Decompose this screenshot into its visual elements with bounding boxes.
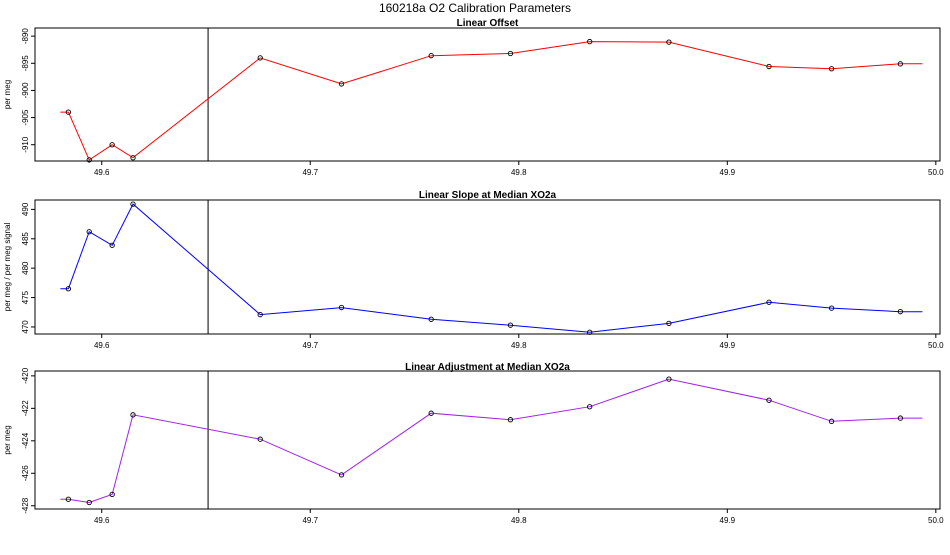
panel-2-data-point	[338, 304, 345, 311]
panel-2-data-point	[130, 201, 136, 207]
panel-3-data-point	[338, 472, 345, 478]
panel-1-ylabel: per meg	[3, 80, 12, 109]
panel-2-y-tick-label: 490	[21, 202, 30, 216]
panel-3-data-point	[507, 417, 514, 423]
panel-2-data-point	[507, 322, 514, 328]
panel-3-data-point	[130, 412, 136, 418]
panel-3-x-tick-label: 49.6	[94, 516, 110, 525]
panel-2-ylabel: per meg / per meg signal	[3, 223, 12, 312]
panel-2-y-tick-label: 470	[21, 320, 30, 334]
panel-3-data-point	[65, 496, 72, 502]
panel-2-data-point	[257, 311, 263, 318]
panel-1-data-point	[86, 157, 92, 163]
panel-2-data-point	[109, 242, 115, 248]
panel-3-y-tick-label: -428	[21, 497, 30, 514]
panel-3-x-tick-label: 49.8	[511, 516, 527, 525]
panel-1-x-tick-label: 49.6	[94, 168, 110, 177]
panel-2-frame	[34, 199, 941, 335]
panel-2-data-point	[428, 316, 434, 322]
panel-1-data-point	[338, 81, 345, 87]
panel-3-title: Linear Adjustment at Median XO2a	[405, 362, 570, 373]
panel-1-y-tick-label: -905	[21, 109, 30, 126]
panel-2-data-point	[666, 320, 672, 327]
panel-1-data-point	[587, 38, 593, 45]
panel-2-data-point	[86, 229, 92, 235]
panel-3-data-point	[257, 436, 263, 442]
panel-1-y-tick-label: -890	[21, 28, 30, 45]
panel-3-x-tick-label: 50.0	[928, 516, 944, 525]
panel-3-x-tick-label: 49.7	[302, 516, 318, 525]
panel-3-y-tick-label: -424	[21, 432, 30, 449]
panel-2-x-tick-label: 49.7	[302, 341, 318, 350]
panel-3-data-point	[897, 415, 904, 421]
panel-2-x-tick-label: 49.6	[94, 341, 110, 350]
panel-2-y-tick-label: 475	[21, 290, 30, 304]
panel-1-y-tick-label: -910	[21, 136, 30, 153]
panel-3-y-tick-label: -420	[21, 367, 30, 384]
panel-2-x-tick-label: 49.8	[511, 341, 527, 350]
panel-1-data-point	[828, 66, 835, 72]
panel-1-data-point	[428, 53, 434, 59]
panel-3-y-tick-label: -422	[21, 400, 30, 417]
panel-3-y-tick-label: -426	[21, 465, 30, 482]
panel-3-data-point	[109, 491, 115, 498]
panel-1-x-tick-label: 50.0	[928, 168, 944, 177]
panel-2-title: Linear Slope at Median XO2a	[419, 190, 557, 201]
panel-1-data-point	[109, 142, 115, 148]
panel-2-y-tick-label: 485	[21, 232, 30, 246]
panel-2-data-point	[587, 329, 593, 335]
panel-2-x-tick-label: 50.0	[928, 341, 944, 350]
panel-3-data-point	[587, 404, 593, 410]
panel-2-data-point	[828, 305, 835, 311]
panel-1-frame	[34, 27, 941, 162]
panel-1-title: Linear Offset	[457, 18, 519, 29]
panel-2-data-point	[766, 299, 772, 305]
panel-2-x-tick-label: 49.9	[720, 341, 736, 350]
panel-1-data-point	[507, 50, 514, 57]
panel-1-x-tick-label: 49.8	[511, 168, 527, 177]
panel-3-data-point	[86, 499, 92, 506]
panel-2-data-point	[65, 286, 72, 292]
panel-1-y-tick-label: -900	[21, 82, 30, 99]
panel-1-data-point	[257, 55, 263, 61]
panel-1-y-tick-label: -895	[21, 55, 30, 72]
panel-1-x-tick-label: 49.9	[720, 168, 736, 177]
panel-2-series-line	[60, 203, 923, 333]
panel-1-data-point	[130, 155, 136, 161]
panel-3-frame	[34, 370, 941, 510]
panel-2-y-tick-label: 480	[21, 261, 30, 275]
panel-3-data-point	[766, 397, 772, 403]
panel-1-data-point	[666, 39, 672, 45]
panel-2-data-point	[897, 309, 904, 315]
panel-3-series-line	[60, 378, 923, 504]
panel-1-data-point	[897, 61, 904, 67]
panel-1-data-point	[65, 109, 72, 115]
panel-3-data-point	[666, 376, 672, 382]
panel-3-data-point	[828, 418, 835, 424]
panel-3-data-point	[428, 410, 434, 416]
panel-1-series-line	[60, 41, 923, 161]
panel-1-data-point	[766, 63, 772, 70]
panel-3-x-tick-label: 49.9	[720, 516, 736, 525]
panel-1-x-tick-label: 49.7	[302, 168, 318, 177]
panel-3-ylabel: per meg	[3, 425, 12, 454]
figure-title: 160218a O2 Calibration Parameters	[379, 1, 571, 15]
